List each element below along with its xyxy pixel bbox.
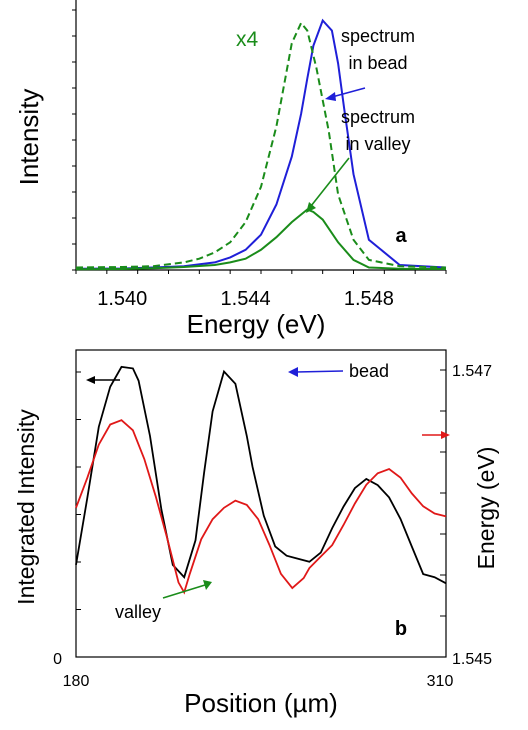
panel-a-y-axis-title: Intensity xyxy=(14,89,44,186)
panel-a-chart: 1.540 1.544 1.548 Intensity Energy (eV) a … xyxy=(14,0,447,339)
panel-a-x-tick-label: 1.544 xyxy=(221,288,271,310)
arrow-bead xyxy=(288,367,344,377)
panel-a-series-line-0 xyxy=(75,18,447,270)
panel-a-x-tick-label: 1.548 xyxy=(344,288,394,310)
annotation-spectrum-bead-line2: in bead xyxy=(348,53,407,73)
annotation-spectrum-bead-line1: spectrum xyxy=(341,26,415,46)
panel-b-y2-tick-label-bottom: 1.545 xyxy=(452,651,492,668)
panel-b-x-tick-label-end: 310 xyxy=(427,673,454,690)
panel-b-label: b xyxy=(395,618,407,640)
panel-b-y2-ticks xyxy=(440,369,446,658)
panel-b-series-line-1 xyxy=(75,419,447,595)
panel-b-x-tick-label-start: 180 xyxy=(63,673,90,690)
panel-b-y2-tick-label-top: 1.547 xyxy=(452,363,492,380)
arrow-left-axis-indicator xyxy=(86,376,120,384)
panel-a-label: a xyxy=(395,225,407,247)
panel-b-y2-axis-title: Energy (eV) xyxy=(473,447,499,570)
panel-a-x-ticks: 1.540 1.544 1.548 xyxy=(75,270,447,310)
annotation-x4: x4 xyxy=(236,28,259,51)
panel-b-y-axis-title: Integrated Intensity xyxy=(13,409,39,605)
panel-b-series-line-0 xyxy=(75,365,447,585)
annotation-valley: valley xyxy=(115,602,161,622)
annotation-spectrum-valley-line2: in valley xyxy=(345,134,410,154)
panel-b-y-ticks xyxy=(76,371,81,658)
arrow-bead-spectrum xyxy=(325,87,366,101)
panel-a-series-line-1 xyxy=(75,208,447,271)
panel-a-series xyxy=(75,18,447,271)
panel-b-x-axis-title: Position (µm) xyxy=(184,688,338,718)
panel-a-series-line-2 xyxy=(75,21,447,269)
annotation-bead: bead xyxy=(349,361,389,381)
arrow-right-axis-indicator xyxy=(422,431,450,439)
panel-b-series xyxy=(75,365,447,595)
panel-b-y-tick-label-0: 0 xyxy=(53,651,62,668)
panel-b-plot-frame xyxy=(75,349,447,658)
panel-a-y-ticks xyxy=(72,9,76,271)
arrow-valley-spectrum xyxy=(306,157,350,213)
panel-a-x-tick-label: 1.540 xyxy=(97,288,147,310)
annotation-spectrum-valley-line1: spectrum xyxy=(341,107,415,127)
panel-b-chart: Integrated Intensity Energy (eV) Positio… xyxy=(13,349,499,718)
arrow-valley xyxy=(162,580,212,599)
panel-a-x-axis-title: Energy (eV) xyxy=(187,309,326,339)
